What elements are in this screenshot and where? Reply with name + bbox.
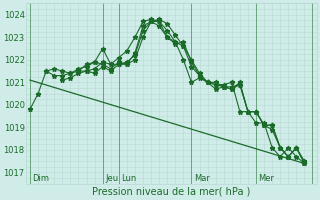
Text: Mar: Mar — [194, 174, 210, 183]
Text: Mer: Mer — [259, 174, 275, 183]
X-axis label: Pression niveau de la mer( hPa ): Pression niveau de la mer( hPa ) — [92, 187, 251, 197]
Text: Lun: Lun — [121, 174, 136, 183]
Text: Dim: Dim — [32, 174, 50, 183]
Text: Jeu: Jeu — [105, 174, 118, 183]
